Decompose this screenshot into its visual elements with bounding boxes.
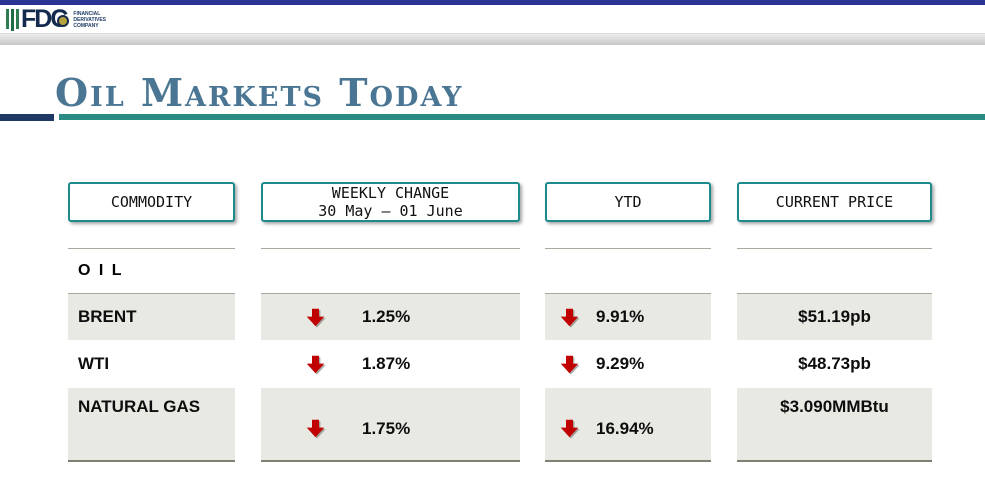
section-label: O I L (78, 262, 124, 279)
table-row: 16.94% (545, 388, 711, 460)
header-weekly-change: WEEKLY CHANGE 30 May – 01 June (261, 182, 520, 222)
down-arrow-icon (306, 419, 326, 439)
logo-subtext: Financial Derivatives Company (73, 10, 106, 29)
header-current-price: CURRENT PRICE (737, 182, 932, 222)
current-price-value: $51.19pb (798, 307, 871, 326)
separator-line (737, 293, 932, 294)
weekly-change-value: 1.75% (362, 418, 411, 438)
table-row: 1.25% (261, 294, 520, 340)
header-weekly-change-title: WEEKLY CHANGE (331, 184, 450, 202)
logo-bars-icon (6, 8, 19, 31)
table-bottom-border (261, 460, 520, 462)
page-title: Oil Markets Today (55, 70, 464, 115)
header-commodity: COMMODITY (68, 182, 235, 222)
down-arrow-icon (306, 308, 326, 328)
section-row-spacer (737, 249, 932, 293)
column-current-price: CURRENT PRICE $51.19pb $48.73pb $3.090MM… (737, 182, 932, 462)
title-underline-navy (0, 114, 54, 121)
commodity-name: BRENT (78, 307, 137, 326)
table-row: 9.29% (545, 340, 711, 388)
fdc-logo: FDC Financial Derivatives Company (6, 6, 115, 33)
title-underline-teal (59, 114, 985, 120)
table-bottom-border (737, 460, 932, 462)
table-bottom-border (68, 460, 235, 462)
table-row: 1.87% (261, 340, 520, 388)
header-weekly-change-dates: 30 May – 01 June (318, 202, 463, 220)
section-row-spacer (261, 249, 520, 293)
table-row: $48.73pb (737, 340, 932, 388)
separator-line (545, 248, 711, 249)
separator-line (261, 248, 520, 249)
weekly-change-value: 1.87% (362, 354, 411, 373)
globe-icon (57, 14, 70, 27)
separator-line (68, 248, 235, 249)
down-arrow-icon (560, 308, 580, 328)
separator-line (261, 293, 520, 294)
ytd-value: 9.91% (596, 307, 645, 326)
table-row: NATURAL GAS (68, 388, 235, 460)
weekly-change-value: 1.25% (362, 307, 411, 326)
separator-line (545, 293, 711, 294)
table-row: $3.090MMBtu (737, 388, 932, 460)
current-price-value: $3.090MMBtu (780, 397, 889, 416)
section-row-spacer (545, 249, 711, 293)
table-row: WTI (68, 340, 235, 388)
down-arrow-icon (560, 355, 580, 375)
header-ytd: YTD (545, 182, 711, 222)
column-commodity: COMMODITY O I L BRENT WTI NATURAL GAS (68, 182, 235, 462)
table-row: 9.91% (545, 294, 711, 340)
separator-line (68, 293, 235, 294)
table-bottom-border (545, 460, 711, 462)
column-ytd: YTD 9.91% 9.29% 16.94% (545, 182, 711, 462)
down-arrow-icon (560, 419, 580, 439)
down-arrow-icon (306, 355, 326, 375)
separator-line (737, 248, 932, 249)
column-weekly-change: WEEKLY CHANGE 30 May – 01 June 1.25% 1.8… (261, 182, 520, 462)
commodity-name: NATURAL GAS (78, 397, 201, 416)
current-price-value: $48.73pb (798, 354, 871, 373)
table-row: $51.19pb (737, 294, 932, 340)
ytd-value: 9.29% (596, 354, 645, 373)
section-row-oil: O I L (68, 249, 235, 293)
ytd-value: 16.94% (596, 418, 654, 438)
top-accent-bar (0, 0, 985, 5)
commodity-name: WTI (78, 354, 110, 373)
table-row: 1.75% (261, 388, 520, 460)
table-row: BRENT (68, 294, 235, 340)
header-divider-band (0, 33, 985, 45)
